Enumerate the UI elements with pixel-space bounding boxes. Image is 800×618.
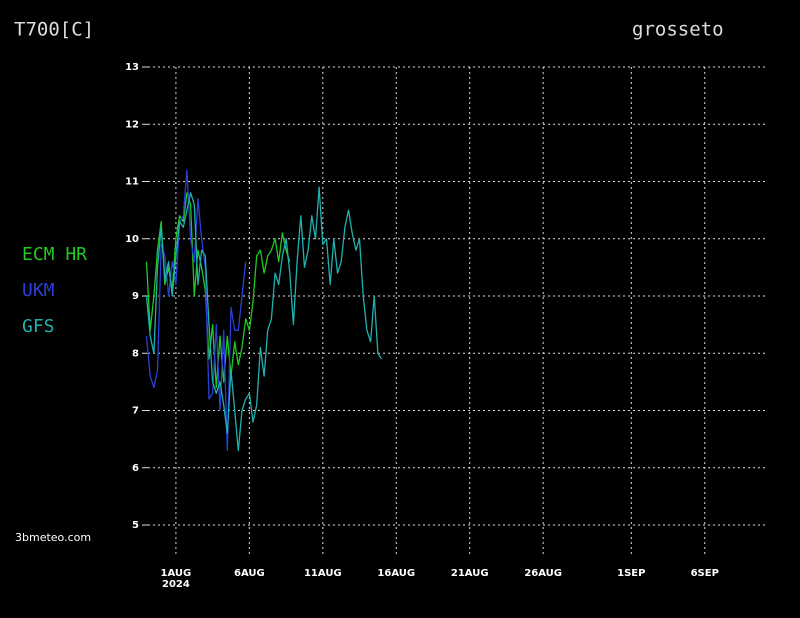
x-tick-label: 16AUG <box>377 568 415 579</box>
y-tick-label: 10 <box>125 234 139 245</box>
y-tick-label: 9 <box>132 291 139 302</box>
x-tick-label: 1AUG <box>161 568 192 579</box>
y-tick-label: 11 <box>125 177 139 188</box>
y-tick-label: 13 <box>125 62 139 73</box>
x-tick-label: 1SEP <box>617 568 645 579</box>
x-tick-label: 6SEP <box>691 568 719 579</box>
series-line <box>145 169 247 452</box>
x-tick-label: 11AUG <box>304 568 342 579</box>
series-line <box>145 186 383 452</box>
y-tick-label: 12 <box>125 119 139 130</box>
x-year-label: 2024 <box>162 579 190 590</box>
y-tick-label: 8 <box>132 348 139 359</box>
x-tick-label: 26AUG <box>524 568 562 579</box>
chart-title: T700[C] <box>14 19 94 41</box>
location: grosseto <box>632 19 724 41</box>
credit: 3bmeteo.com <box>15 531 91 544</box>
y-tick-label: 7 <box>132 406 139 417</box>
y-tick-label: 5 <box>132 520 139 531</box>
x-tick-label: 21AUG <box>451 568 489 579</box>
x-tick-label: 6AUG <box>234 568 265 579</box>
legend-label: GFS <box>22 316 55 337</box>
legend-label: UKM <box>22 280 55 301</box>
legend-label: ECM HR <box>22 244 87 265</box>
y-tick-label: 6 <box>132 463 139 474</box>
